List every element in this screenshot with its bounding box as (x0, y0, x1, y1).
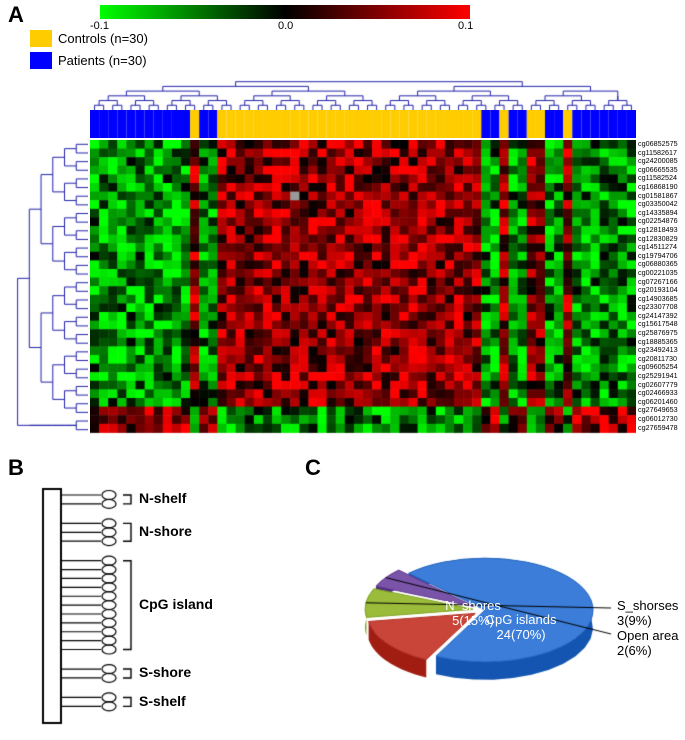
cpg-region-label: N-shore (139, 523, 192, 539)
heatmap (90, 140, 636, 434)
probe-labels: cg06852575cg11582617cg24200085cg06665535… (638, 140, 678, 432)
pie-slice-label: N_shores5(15%) (445, 598, 501, 628)
panel-c: C CpG islands24(70%)N_shores5(15%)S_shor… (305, 455, 685, 735)
pie-slice-label: S_shorses3(9%) (617, 598, 678, 628)
probe-label: cg27659478 (638, 424, 678, 433)
panel-a-label: A (8, 2, 24, 28)
colorscale-max: 0.1 (458, 20, 473, 32)
legend-controls-text: Controls (n=30) (58, 31, 148, 46)
panel-b: B N-shelf N-shore CpG island S-shore S-shelf (0, 455, 305, 735)
panel-a: A -0.1 0.0 0.1 Controls (n=30) Patients … (0, 0, 685, 445)
cpg-region-label: N-shelf (139, 490, 186, 506)
colorscale-mid: 0.0 (278, 20, 293, 32)
panel-b-label: B (8, 455, 24, 481)
legend-controls-swatch (30, 30, 52, 47)
cpg-region-label: S-shelf (139, 693, 186, 709)
panel-c-label: C (305, 455, 321, 481)
cpg-region-label: CpG island (139, 596, 213, 612)
sample-group-bar (90, 110, 636, 138)
column-dendrogram (90, 70, 636, 110)
legend-patients-text: Patients (n=30) (58, 53, 147, 68)
colorscale (100, 5, 470, 19)
legend-patients-swatch (30, 52, 52, 69)
row-dendrogram (2, 140, 88, 434)
cpg-region-label: S-shore (139, 664, 191, 680)
pie-slice-label: Open area2(6%) (617, 628, 678, 658)
